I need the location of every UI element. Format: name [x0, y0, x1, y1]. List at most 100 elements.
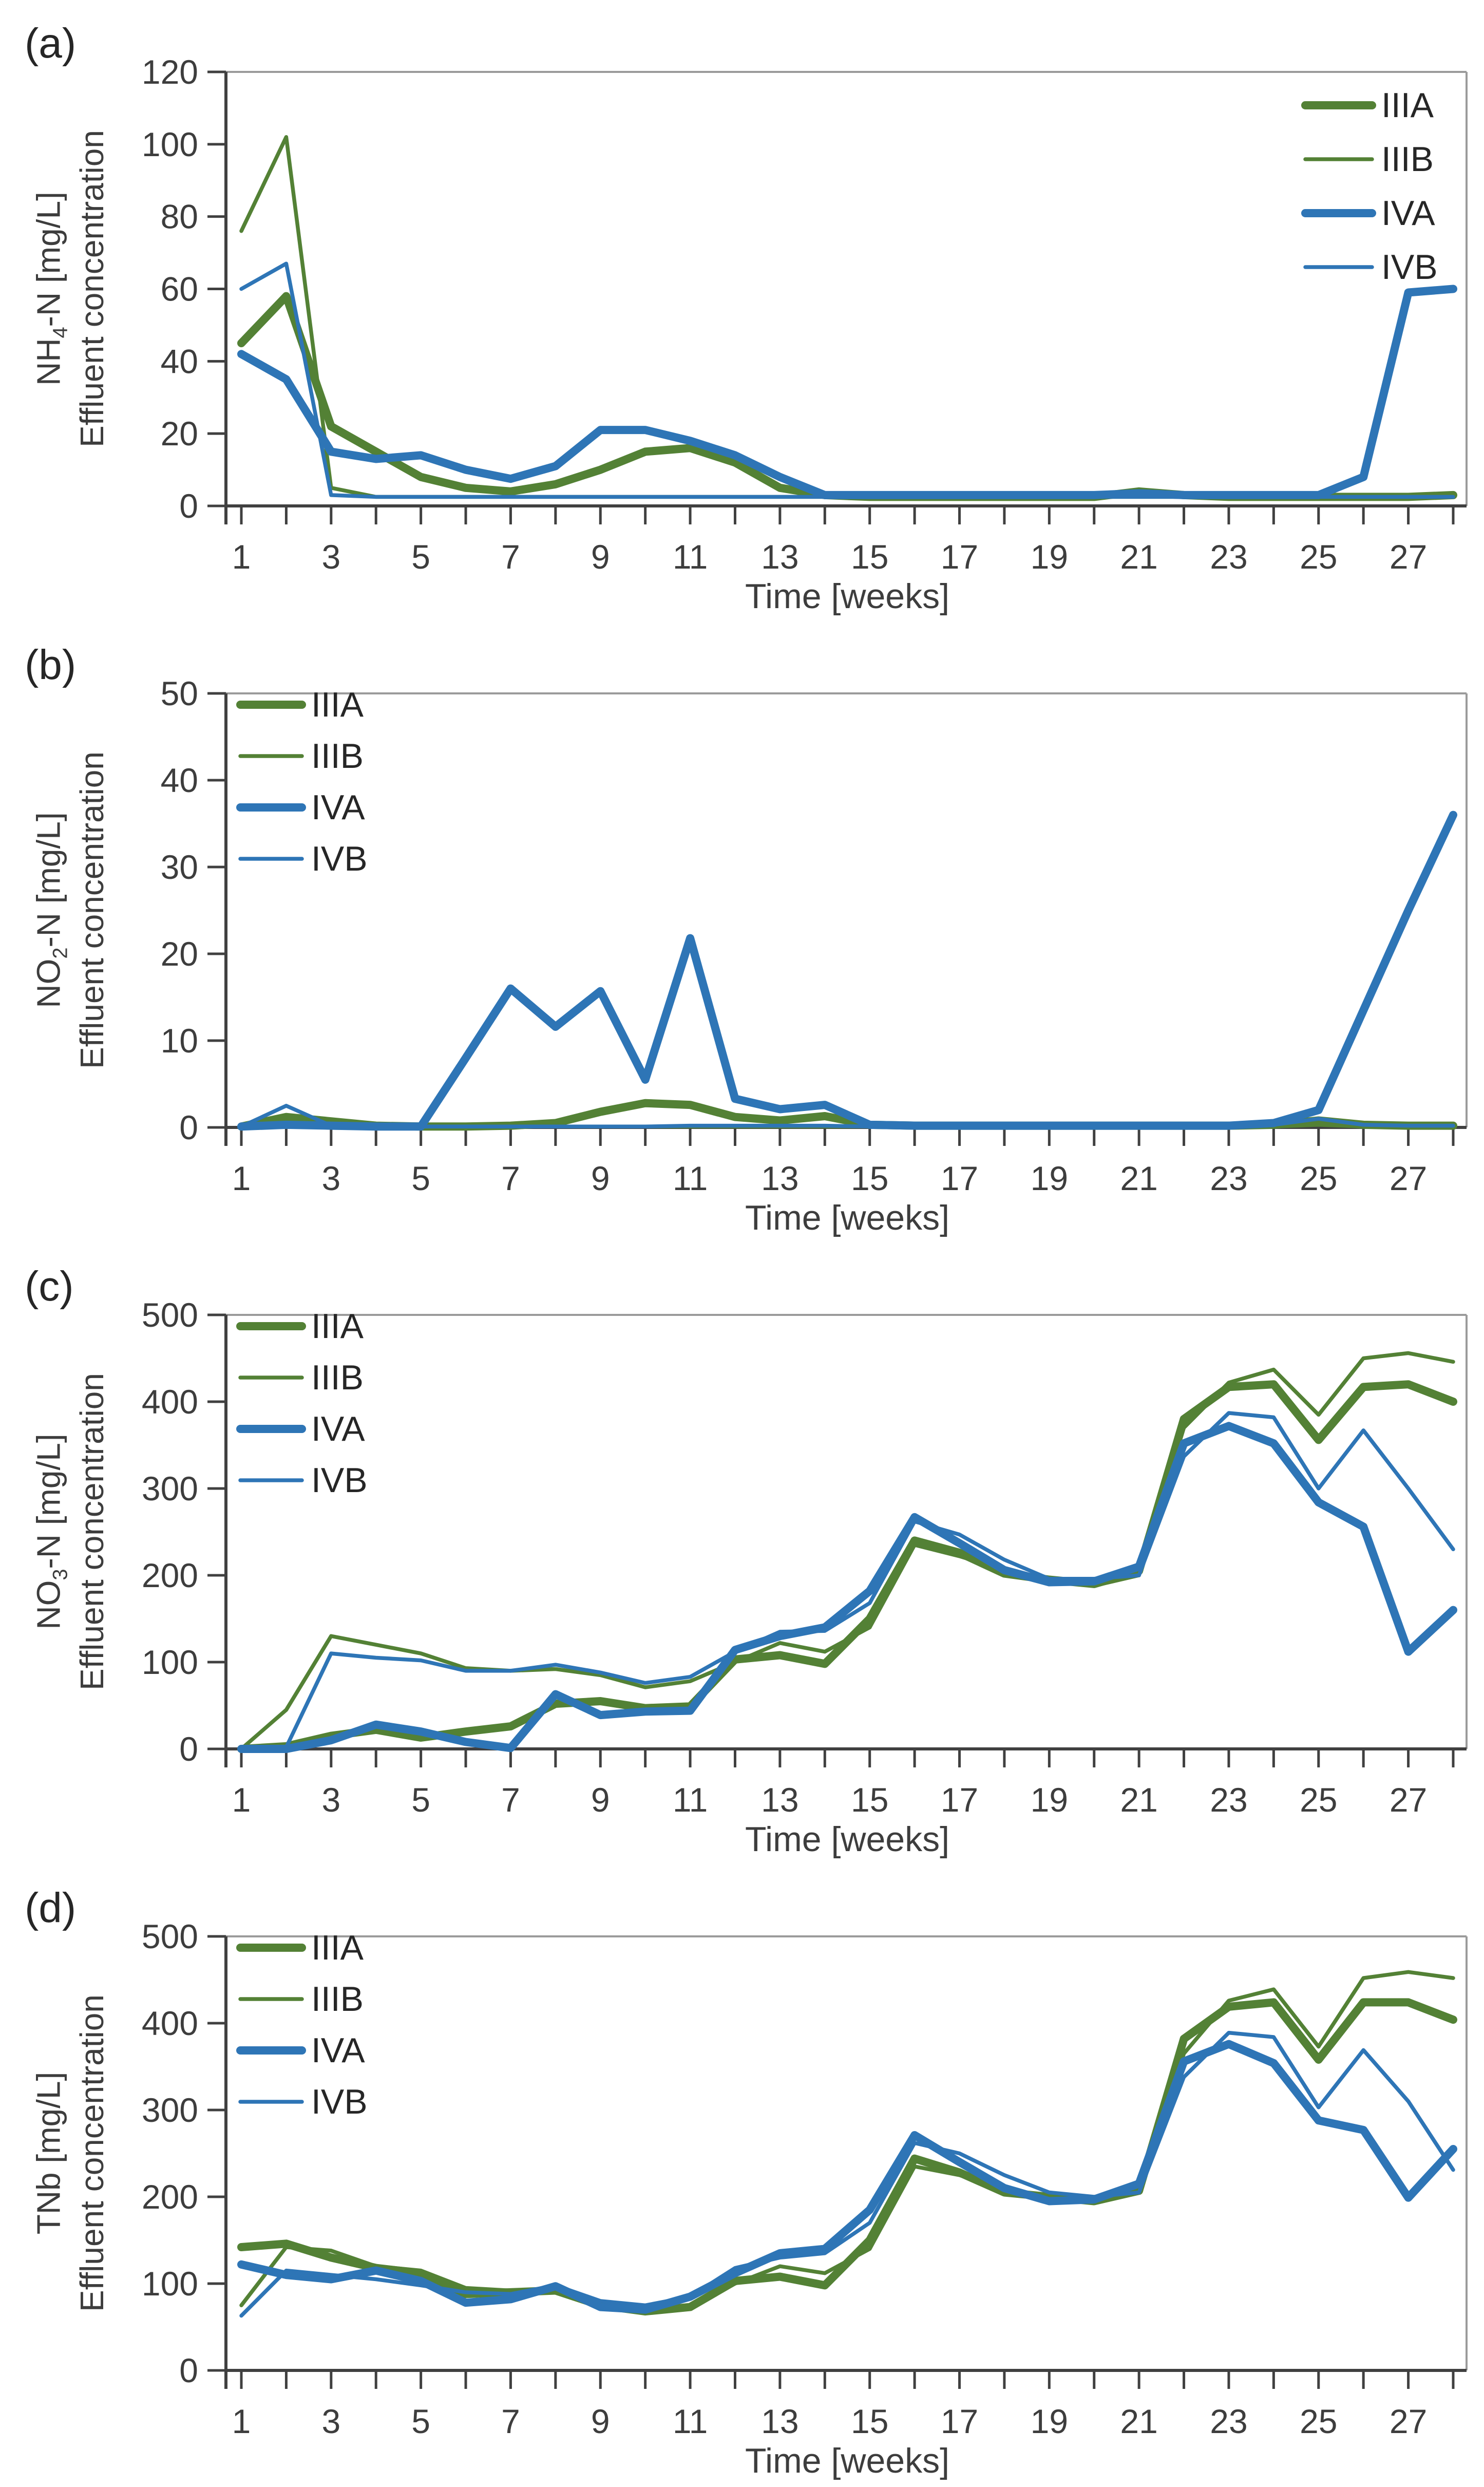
series-line-IVB	[239, 1104, 1455, 1129]
y-tick-label: 0	[179, 2351, 198, 2389]
y-tick-label: 40	[161, 342, 198, 380]
legend-item-IVB: IVB	[238, 1461, 368, 1500]
y-axis-label-a-post: -N [mg/L]	[30, 192, 67, 327]
chart-panel-b: 0 10 20 30 40 50 1 3 5 7 9 11 13 15 17 19 21 23 25 27 IIIA II…	[0, 621, 1484, 1243]
series-line-IVA	[237, 285, 1457, 499]
x-tick-label: 23	[1210, 2402, 1247, 2440]
y-axis-label-a-sub: 4	[49, 327, 72, 338]
x-tick-label: 15	[851, 538, 888, 576]
series-line-IIIB	[239, 135, 1455, 499]
y-tick-label: 50	[161, 674, 198, 712]
x-axis-label-b: Time [weeks]	[745, 1198, 950, 1237]
x-tick-label: 17	[941, 1781, 978, 1819]
legend-item-IVA: IVA	[236, 1409, 365, 1448]
y-tick-label: 400	[142, 1383, 198, 1421]
panel-label-b: (b)	[25, 642, 77, 688]
x-tick-label: 13	[761, 2402, 798, 2440]
x-tick-label: 25	[1300, 2402, 1337, 2440]
x-tick-label: 3	[321, 2402, 340, 2440]
y-tick-label: 10	[161, 1022, 198, 1060]
x-tick-label: 1	[232, 538, 251, 576]
x-tick-label: 21	[1120, 2402, 1157, 2440]
x-tick-label: 15	[851, 1159, 888, 1197]
x-tick-label: 15	[851, 2402, 888, 2440]
chart-panel-c: 0 100 200 300 400 500 1 3 5 7 9 11 13 15 17 19 21 23 25 27 I…	[0, 1243, 1484, 1864]
legend-label-IIIB: IIIB	[311, 1358, 364, 1397]
legend-item-IIIA: IIIA	[236, 685, 364, 724]
legend-item-IIIA: IIIA	[236, 1307, 364, 1346]
x-tick-label: 9	[591, 1781, 610, 1819]
x-tick-label: 25	[1300, 1159, 1337, 1197]
x-tick-label: 3	[321, 538, 340, 576]
series-line-IIIB	[239, 1351, 1455, 1751]
x-tick-label: 5	[411, 1159, 430, 1197]
y-tick-label: 500	[142, 1917, 198, 1955]
legend-label-IVA: IVA	[311, 788, 365, 827]
legend-label-IVB: IVB	[311, 839, 368, 878]
y-axis-label-a-line2: Effluent concentration	[73, 130, 110, 447]
legend-label-IIIA: IIIA	[311, 1928, 364, 1967]
x-tick-label: 7	[501, 2402, 520, 2440]
y-tick-label: 0	[179, 1730, 198, 1768]
legend-label-IIIB: IIIB	[1381, 140, 1434, 179]
y-tick-label: 100	[142, 125, 198, 163]
y-axis-label-a: NH4-N [mg/L]	[30, 192, 72, 386]
y-axis-label-d-pre: TNb [mg/L]	[30, 2071, 67, 2235]
y-tick-label: 100	[142, 1643, 198, 1681]
x-tick-label: 23	[1210, 1159, 1247, 1197]
x-tick-label: 11	[673, 538, 708, 576]
legend-item-IIIB: IIIB	[1303, 140, 1434, 179]
series-line-IVA	[237, 1422, 1457, 1753]
y-tick-label: 300	[142, 2091, 198, 2129]
x-tick-label: 11	[673, 1159, 708, 1197]
y-axis-label-c: NO3-N [mg/L]	[30, 1434, 72, 1629]
x-tick-label: 7	[501, 1781, 520, 1819]
y-axis-label-c-sub: 3	[49, 1569, 72, 1580]
legend-label-IVB: IVB	[1381, 248, 1438, 287]
legend-label-IVB: IVB	[311, 1461, 368, 1500]
x-tick-label: 9	[591, 538, 610, 576]
x-tick-label: 1	[232, 1781, 251, 1819]
chart-panel-d: 0 100 200 300 400 500 1 3 5 7 9 11 13 15 17 19 21 23 25 27 I…	[0, 1864, 1484, 2487]
x-tick-label: 19	[1031, 1781, 1068, 1819]
legend-item-IVB: IVB	[1303, 248, 1438, 287]
y-tick-label: 400	[142, 2004, 198, 2042]
y-tick-label: 300	[142, 1469, 198, 1508]
legend-label-IIIA: IIIA	[311, 1307, 364, 1346]
legend-label-IIIA: IIIA	[1381, 86, 1434, 125]
y-tick-label: 120	[142, 53, 198, 91]
y-axis-label-b-line2: Effluent concentration	[73, 751, 110, 1069]
x-tick-label: 9	[591, 2402, 610, 2440]
legend-label-IVA: IVA	[311, 2031, 365, 2070]
x-tick-label: 13	[761, 538, 798, 576]
y-axis-label-b-post: -N [mg/L]	[30, 812, 67, 948]
y-axis-label-c-pre: NO	[30, 1580, 67, 1630]
series-line-IVA	[237, 811, 1457, 1131]
legend-item-IVA: IVA	[1301, 194, 1435, 233]
x-axis-label-c: Time [weeks]	[745, 1820, 950, 1859]
y-tick-label: 30	[161, 848, 198, 886]
series-line-IVB	[239, 2030, 1455, 2318]
x-tick-label: 1	[232, 2402, 251, 2440]
y-tick-label: 40	[161, 761, 198, 799]
x-tick-label: 27	[1390, 1159, 1427, 1197]
legend-item-IVB: IVB	[238, 839, 368, 878]
legend-item-IVA: IVA	[236, 2031, 365, 2070]
x-tick-label: 21	[1120, 1159, 1157, 1197]
chart-panel-a: 0 20 40 60 80 100 120 1 3 5 7 9 11 13 15 17 19 21 23 25 27 II…	[0, 0, 1484, 621]
legend-label-IIIA: IIIA	[311, 685, 364, 724]
legend-label-IVA: IVA	[1381, 194, 1435, 233]
x-tick-label: 7	[501, 1159, 520, 1197]
y-axis-label-c-post: -N [mg/L]	[30, 1434, 67, 1569]
series-line-IVB	[239, 1411, 1455, 1751]
y-axis-label-c-line2: Effluent concentration	[73, 1373, 110, 1690]
x-tick-label: 25	[1300, 1781, 1337, 1819]
x-tick-label: 9	[591, 1159, 610, 1197]
x-tick-label: 17	[941, 2402, 978, 2440]
series-line-IIIA	[237, 292, 1457, 501]
x-tick-label: 21	[1120, 538, 1157, 576]
y-tick-label: 80	[161, 198, 198, 236]
